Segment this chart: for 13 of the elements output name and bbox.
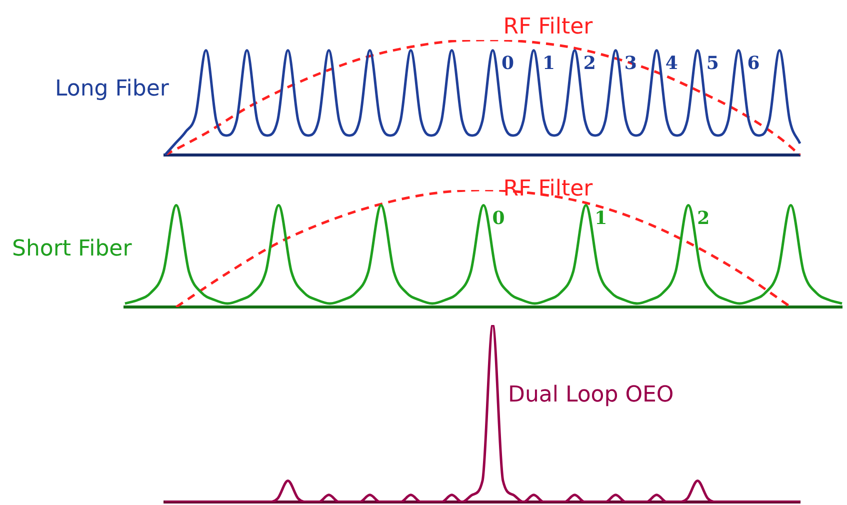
series-label: Dual Loop OEO [508,382,674,408]
annotation: 2 [583,53,596,74]
annotation: 0 [492,208,505,229]
annotation: 1 [542,53,555,74]
annotation: 0 [501,53,514,74]
annotation: 6 [747,53,760,74]
annotation: 2 [697,208,710,229]
annotation: 5 [706,53,719,74]
annotation: 4 [665,53,678,74]
series-label: Long Fiber [55,76,170,102]
series-label: RF Filter [503,14,594,40]
annotation: 1 [594,208,608,229]
series-label: Short Fiber [12,236,133,262]
